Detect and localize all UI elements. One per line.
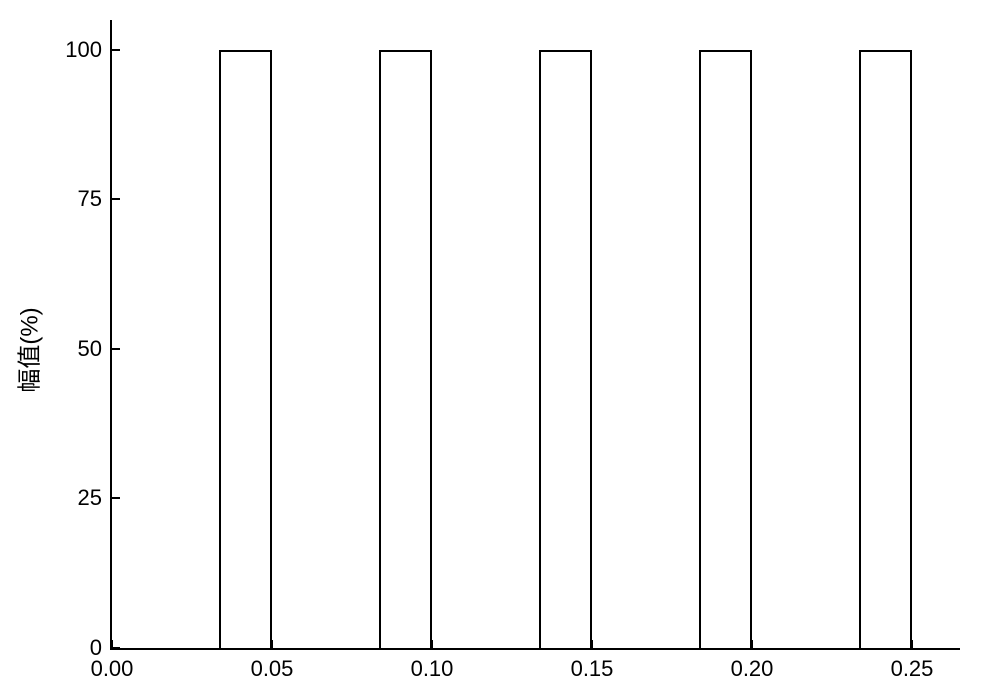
x-tick-label: 0.15: [571, 656, 614, 682]
y-tick-label: 25: [78, 485, 102, 511]
x-tick-label: 0.20: [731, 656, 774, 682]
y-tick-mark: [112, 497, 120, 499]
x-tick-mark: [111, 640, 113, 648]
x-tick-label: 0.10: [411, 656, 454, 682]
pulse-bar: [379, 50, 432, 648]
y-axis-label: 幅值(%): [10, 307, 45, 392]
y-tick-mark: [112, 198, 120, 200]
y-tick-label: 75: [78, 186, 102, 212]
x-tick-label: 0.05: [251, 656, 294, 682]
y-tick-label: 50: [78, 336, 102, 362]
y-tick-mark: [112, 647, 120, 649]
pulse-bar: [219, 50, 272, 648]
pulse-bar: [859, 50, 912, 648]
pulse-bar: [539, 50, 592, 648]
y-tick-mark: [112, 49, 120, 51]
plot-area: 02550751000.000.050.100.150.200.25: [110, 20, 960, 650]
x-tick-label: 0.00: [91, 656, 134, 682]
y-tick-mark: [112, 348, 120, 350]
pulse-bar: [699, 50, 752, 648]
pulse-chart: 幅值(%) 02550751000.000.050.100.150.200.25: [0, 0, 1000, 700]
x-tick-label: 0.25: [891, 656, 934, 682]
y-tick-label: 100: [65, 37, 102, 63]
